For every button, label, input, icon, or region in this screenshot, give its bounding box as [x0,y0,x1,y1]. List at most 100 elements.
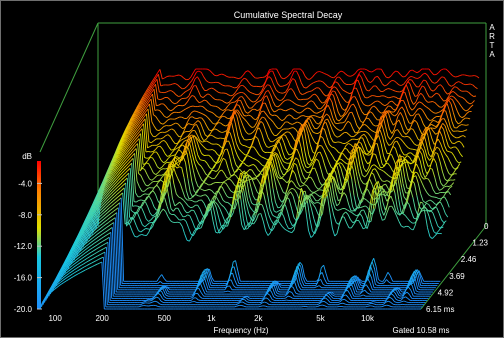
slice-segment [103,215,105,217]
slice-segment [364,168,366,171]
slice-segment [186,96,188,98]
slice-segment [317,190,319,191]
slice-segment [255,186,257,192]
slice-segment [315,72,317,74]
slice-segment [195,131,197,136]
slice-segment [434,232,436,234]
slice-segment [181,94,183,96]
slice-segment [296,158,298,160]
slice-segment [365,206,367,208]
slice-segment [378,89,380,92]
slice-segment [317,126,319,129]
slice-segment [373,169,375,170]
slice-segment [262,134,264,142]
slice-segment [341,96,343,99]
slice-segment [282,86,284,87]
slice-segment [404,226,406,227]
slice-segment [151,217,153,220]
slice-segment [335,92,337,97]
slice-segment [321,106,323,108]
slice-segment [258,78,260,79]
slice-segment [174,215,176,217]
slice-segment [272,109,274,112]
slice-segment [389,129,391,134]
slice-segment [253,164,255,166]
slice-segment [131,151,133,154]
slice-segment [374,106,376,108]
slice-segment [109,206,111,208]
slice-segment [189,124,191,125]
slice-segment [142,234,144,235]
slice-segment [383,105,385,106]
slice-segment [168,135,170,137]
slice-segment [253,119,255,120]
slice-segment [309,123,311,129]
slice-segment [273,122,275,126]
slice-segment [111,192,113,195]
slice-segment [276,146,278,151]
slice-segment [211,106,213,107]
slice-segment [280,143,282,151]
slice-segment [153,173,155,175]
slice-segment [403,142,405,145]
slice-segment [435,121,437,123]
slice-segment [343,90,345,91]
decay-slice [76,140,457,258]
slice-segment [190,95,192,98]
slice-segment [260,145,262,150]
slice-segment [246,229,248,230]
slice-segment [163,209,165,211]
slice-segment [343,154,345,157]
slice-segment [445,92,447,95]
slice-segment [367,200,369,202]
slice-segment [285,229,287,230]
slice-segment [151,168,153,173]
slice-segment [420,74,422,77]
slice-segment [256,214,258,220]
slice-segment [401,226,403,227]
slice-segment [269,118,271,120]
slice-segment [399,85,401,86]
slice-segment [387,119,389,129]
slice-segment [348,121,350,123]
slice-segment [264,195,266,206]
slice-segment [420,178,422,184]
slice-segment [174,130,176,134]
slice-segment [347,210,349,211]
slice-segment [326,155,328,161]
slice-segment [314,141,316,144]
slice-segment [457,126,459,128]
slice-segment [311,129,313,133]
slice-segment [165,198,167,206]
slice-segment [435,177,437,186]
slice-segment [279,210,281,211]
slice-segment [161,126,163,128]
slice-segment [448,71,450,74]
slice-segment [250,73,252,76]
slice-segment [374,174,376,181]
slice-segment [276,90,278,92]
slice-segment [225,106,227,109]
slice-segment [334,95,336,103]
slice-segment [426,143,428,154]
slice-segment [149,142,151,143]
slice-segment [446,69,448,71]
slice-segment [335,209,337,211]
slice-segment [357,101,359,107]
slice-segment [169,114,171,117]
slice-segment [271,146,273,147]
slice-segment [229,99,231,102]
slice-segment [291,181,293,183]
slice-segment [397,216,399,222]
slice-segment [290,146,292,149]
slice-segment [303,137,305,152]
slice-segment [192,181,194,191]
slice-segment [325,129,327,137]
slice-segment [171,209,173,212]
slice-segment [252,179,254,185]
slice-segment [397,109,399,114]
slice-segment [222,187,224,192]
slice-segment [421,118,423,124]
slice-segment [226,210,228,215]
slice-segment [408,148,410,149]
